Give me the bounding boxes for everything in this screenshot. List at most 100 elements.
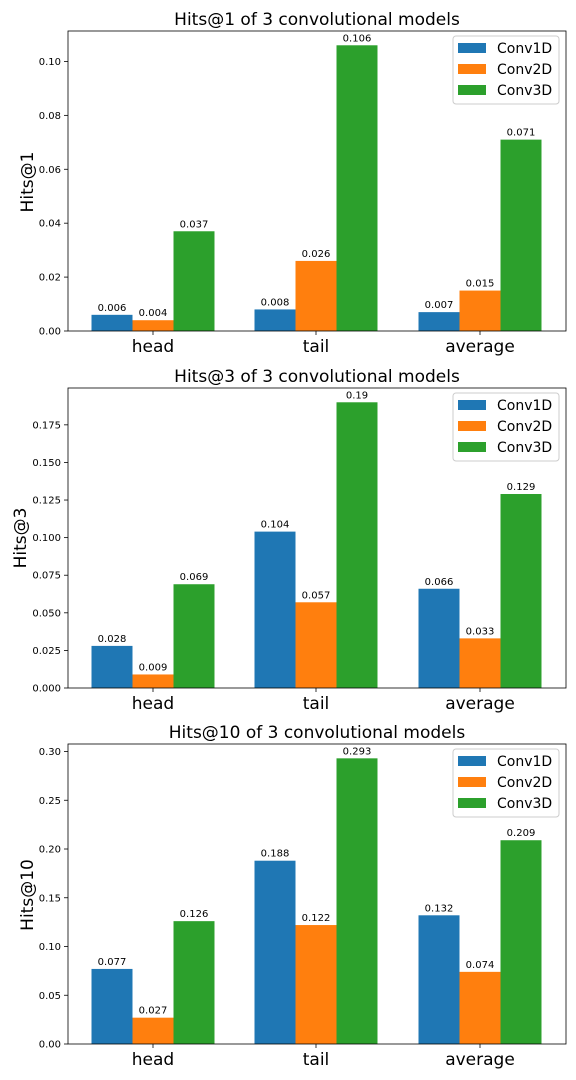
bar-conv1d-average xyxy=(418,312,460,331)
bar-value-label: 0.027 xyxy=(139,1006,168,1017)
bar-value-label: 0.057 xyxy=(302,590,331,601)
bar-conv1d-tail xyxy=(254,309,296,331)
y-tick-label: 0.30 xyxy=(39,747,61,758)
legend-label: Conv2D xyxy=(497,775,552,791)
bar-conv3d-average xyxy=(500,139,542,331)
bar-value-label: 0.19 xyxy=(346,390,368,401)
y-tick-label: 0.075 xyxy=(32,571,61,582)
legend-swatch-conv2d xyxy=(458,64,486,74)
y-axis-label: Hits@10 xyxy=(18,859,38,931)
y-tick-label: 0.175 xyxy=(32,420,61,431)
bar-conv1d-tail xyxy=(254,860,296,1044)
bar-conv2d-head xyxy=(132,674,174,688)
y-tick-label: 0.02 xyxy=(39,273,61,284)
chart-panel-1: Hits@1 of 3 convolutional modelsHits@10.… xyxy=(18,10,567,357)
y-tick-label: 0.25 xyxy=(39,796,61,807)
bar-value-label: 0.293 xyxy=(343,746,372,757)
plot-frame xyxy=(67,387,567,689)
legend-label: Conv2D xyxy=(497,419,552,435)
legend: Conv1D Conv2D Conv3D xyxy=(452,35,560,105)
bar-conv2d-head xyxy=(132,320,174,331)
bar-conv3d-head xyxy=(173,231,215,331)
bar-value-label: 0.129 xyxy=(507,482,536,493)
chart-title: Hits@1 of 3 convolutional models xyxy=(174,10,460,30)
bar-value-label: 0.209 xyxy=(507,828,536,839)
bar-conv3d-head xyxy=(173,584,215,688)
bar-value-label: 0.004 xyxy=(139,308,168,319)
y-tick-label: 0.04 xyxy=(39,219,61,230)
y-tick-label: 0.00 xyxy=(39,327,61,338)
bar-conv2d-average xyxy=(459,638,501,688)
y-axis-label: Hits@3 xyxy=(11,508,31,569)
y-tick-label: 0.050 xyxy=(32,608,61,619)
bar-value-label: 0.007 xyxy=(425,300,454,311)
chart-title: Hits@3 of 3 convolutional models xyxy=(174,367,460,387)
bar-conv3d-tail xyxy=(336,402,378,688)
legend-swatch-conv1d xyxy=(458,756,486,766)
legend-swatch-conv1d xyxy=(458,400,486,410)
bar-value-label: 0.188 xyxy=(261,849,290,860)
bar-conv1d-average xyxy=(418,915,460,1044)
bar-conv3d-average xyxy=(500,840,542,1044)
bar-value-label: 0.066 xyxy=(425,577,454,588)
legend-swatch-conv1d xyxy=(458,43,486,53)
legend: Conv1D Conv2D Conv3D xyxy=(452,748,560,818)
x-tick-label: head xyxy=(132,694,174,714)
legend-label: Conv2D xyxy=(497,62,552,78)
bar-value-label: 0.028 xyxy=(98,634,127,645)
legend-label: Conv1D xyxy=(497,398,552,414)
bar-conv2d-average xyxy=(459,971,501,1044)
x-tick-label: average xyxy=(445,1050,515,1070)
y-tick-label: 0.100 xyxy=(32,533,61,544)
legend-swatch-conv3d xyxy=(458,798,486,808)
y-tick-label: 0.025 xyxy=(32,646,61,657)
legend-swatch-conv2d xyxy=(458,777,486,787)
bar-conv2d-average xyxy=(459,290,501,331)
legend-label: Conv3D xyxy=(497,796,552,812)
legend-swatch-conv2d xyxy=(458,421,486,431)
bar-value-label: 0.008 xyxy=(261,297,290,308)
bar-value-label: 0.106 xyxy=(343,33,372,44)
legend-label: Conv3D xyxy=(497,440,552,456)
y-tick-label: 0.08 xyxy=(39,111,61,122)
plot-frame xyxy=(67,30,567,332)
bar-conv3d-head xyxy=(173,921,215,1044)
bar-conv1d-head xyxy=(91,314,133,331)
legend-label: Conv3D xyxy=(497,83,552,99)
bar-value-label: 0.104 xyxy=(261,520,290,531)
bar-value-label: 0.026 xyxy=(302,249,331,260)
x-tick-label: tail xyxy=(303,337,330,357)
x-tick-label: average xyxy=(445,337,515,357)
bar-conv3d-tail xyxy=(336,758,378,1044)
y-tick-label: 0.00 xyxy=(39,1040,61,1051)
bar-value-label: 0.069 xyxy=(180,572,209,583)
bar-conv2d-tail xyxy=(295,925,337,1044)
bar-conv1d-average xyxy=(418,588,460,688)
chart-title: Hits@10 of 3 convolutional models xyxy=(169,723,466,743)
bar-conv2d-tail xyxy=(295,260,337,331)
bar-value-label: 0.126 xyxy=(180,909,209,920)
bar-value-label: 0.074 xyxy=(466,960,495,971)
x-tick-label: head xyxy=(132,337,174,357)
bar-conv2d-head xyxy=(132,1017,174,1044)
y-tick-label: 0.06 xyxy=(39,165,61,176)
y-tick-label: 0.10 xyxy=(39,57,61,68)
y-tick-label: 0.20 xyxy=(39,845,61,856)
bar-conv1d-head xyxy=(91,645,133,688)
chart-panel-3: Hits@10 of 3 convolutional models Hits@10… xyxy=(18,723,567,1070)
y-tick-label: 0.10 xyxy=(39,942,61,953)
bar-value-label: 0.006 xyxy=(98,303,127,314)
legend-swatch-conv3d xyxy=(458,442,486,452)
bar-value-label: 0.122 xyxy=(302,913,331,924)
legend-label: Conv1D xyxy=(497,754,552,770)
bar-value-label: 0.037 xyxy=(180,219,209,230)
bar-value-label: 0.132 xyxy=(425,903,454,914)
chart-panel-2: Hits@3 of 3 convolutional modelsHits@30.… xyxy=(11,367,567,714)
bar-value-label: 0.015 xyxy=(466,279,495,290)
plot-frame xyxy=(67,743,567,1045)
y-tick-label: 0.05 xyxy=(39,991,61,1002)
legend-label: Conv1D xyxy=(497,41,552,57)
x-tick-label: average xyxy=(445,694,515,714)
bar-conv3d-average xyxy=(500,494,542,688)
